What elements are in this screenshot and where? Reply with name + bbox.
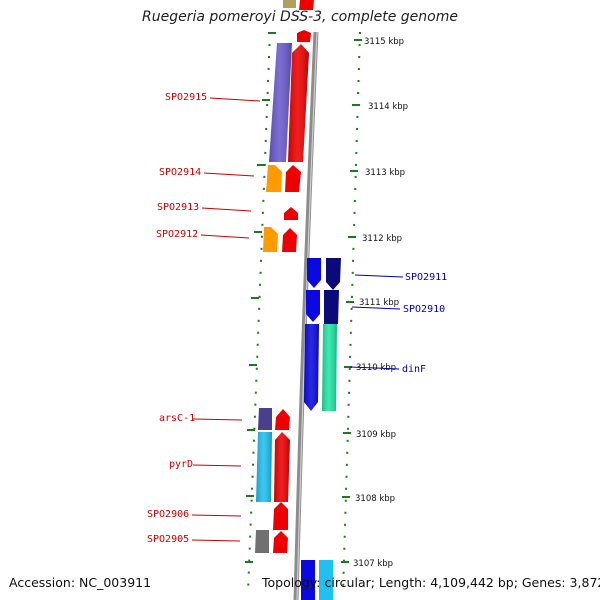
leader-line <box>200 234 250 239</box>
gene-label-right: SPO2910 <box>403 304 445 315</box>
leader-line <box>192 418 243 421</box>
gene-arrow-red <box>297 30 311 42</box>
gene-arrow-red <box>273 531 288 553</box>
leader-line <box>191 539 241 542</box>
scale-label: 3109 kbp <box>356 430 396 440</box>
leader-line <box>201 207 252 212</box>
gene-label-left: SPO2913 <box>157 202 199 213</box>
leader-line <box>191 514 242 517</box>
gene-arrow-orange <box>266 165 282 192</box>
scale-label: 3113 kbp <box>365 168 405 178</box>
gene-arrow-blue <box>306 290 320 322</box>
gene-arrow-orange <box>263 227 278 252</box>
gene-arrow-red <box>284 207 298 220</box>
gene-arrow-red <box>299 0 314 10</box>
gene-arrow-red <box>273 502 288 530</box>
leader-line <box>209 97 261 102</box>
gene-label-left: SPO2912 <box>156 229 198 240</box>
gene-label-left: SPO2905 <box>147 534 189 545</box>
leader-line <box>351 306 401 310</box>
gene-block-navy <box>324 290 339 324</box>
outer-dotted-guide <box>342 31 361 593</box>
topology-text: Topology: circular; Length: 4,109,442 bp… <box>262 575 600 590</box>
gene-arrow-red <box>285 165 301 192</box>
scale-label: 3114 kbp <box>368 102 408 112</box>
scale-label: 3108 kbp <box>355 494 395 504</box>
gene-block-sky <box>319 560 333 600</box>
genome-backbone <box>293 31 319 600</box>
gene-label-right: SPO2911 <box>405 272 447 283</box>
gene-block-blue <box>301 560 315 600</box>
gene-arrow-red <box>275 409 290 430</box>
gene-block-slate <box>258 408 272 430</box>
leader-line <box>203 172 255 177</box>
scale-label: 3111 kbp <box>359 298 399 308</box>
leader-line <box>354 274 404 278</box>
gene-label-left: arsC-1 <box>159 413 195 424</box>
gene-label-left: SPO2906 <box>147 509 189 520</box>
leader-line <box>349 366 400 370</box>
gene-arrow-blue <box>326 258 341 290</box>
gene-block-gray <box>255 530 269 553</box>
gene-arrow-red <box>282 228 297 252</box>
gene-arrow-blue <box>307 258 321 288</box>
accession-text: Accession: NC_003911 <box>9 575 152 590</box>
scale-label: 3115 kbp <box>364 37 404 47</box>
gene-label-left: pyrD <box>169 459 193 470</box>
leader-line <box>192 464 242 467</box>
scale-label: 3112 kbp <box>362 234 402 244</box>
map-title: Ruegeria pomeroyi DSS-3, complete genome <box>142 9 458 25</box>
scale-label: 3107 kbp <box>353 559 393 569</box>
gene-label-left: SPO2915 <box>165 92 207 103</box>
gene-block-olive <box>283 0 296 8</box>
inner-dotted-guide <box>247 31 271 593</box>
gene-label-left: SPO2914 <box>159 167 201 178</box>
gene-label-right: dinF <box>402 364 426 375</box>
